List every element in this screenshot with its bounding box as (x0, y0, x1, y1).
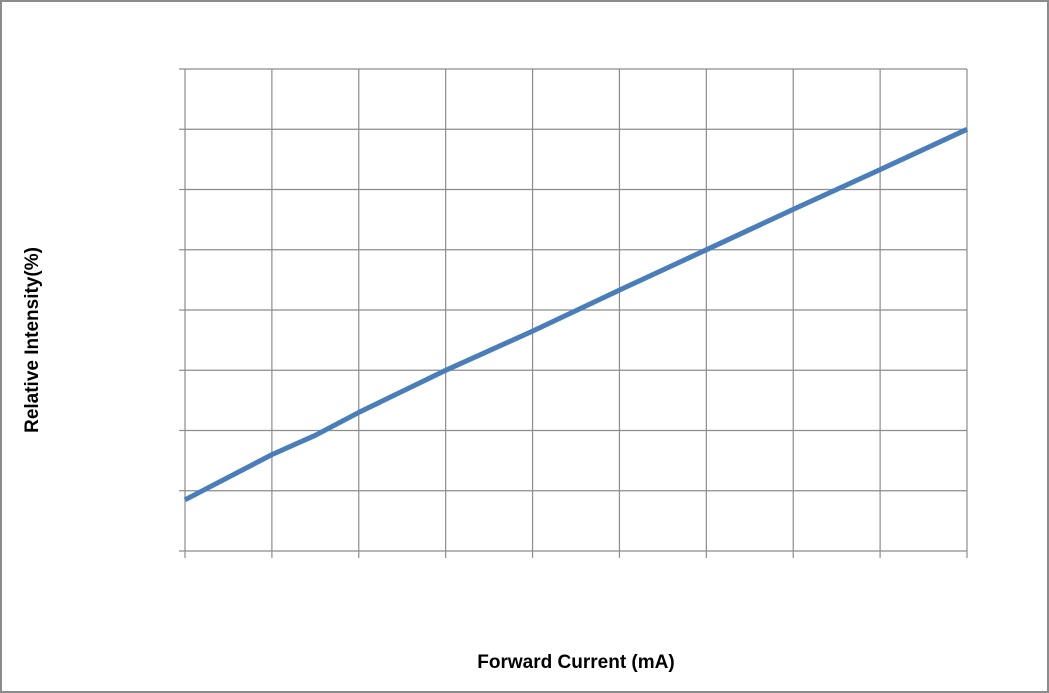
series-layer (183, 127, 969, 503)
y-axis-title: Relative Intensity(%) (22, 247, 43, 433)
grid-layer (184, 68, 968, 552)
x-axis-title: Forward Current (mA) (477, 652, 674, 673)
tick-layer (179, 68, 968, 558)
series-line (183, 127, 969, 503)
